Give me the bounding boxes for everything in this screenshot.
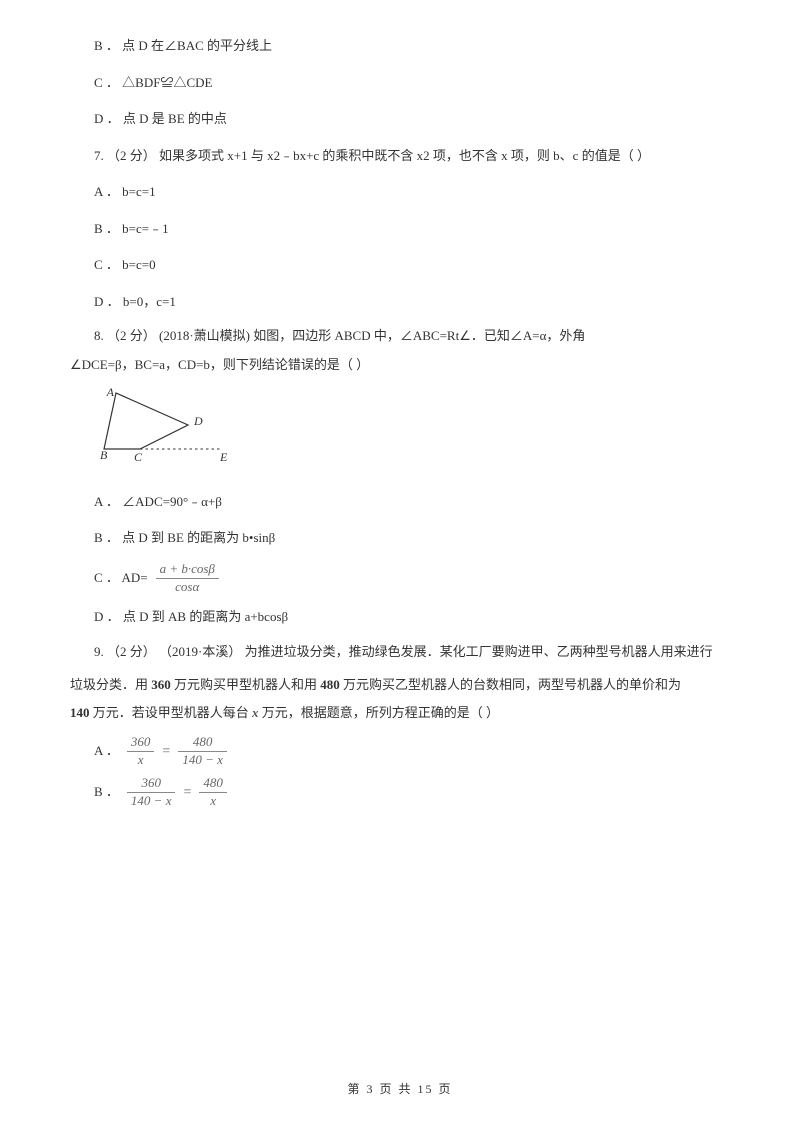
q7-option-d: D ． b=0，c=1	[70, 286, 730, 319]
q8-option-b: B ． 点 D 到 BE 的距离为 b•sinβ	[70, 522, 730, 555]
q9-stem-line2: 垃圾分类．用 360 万元购买甲型机器人和用 480 万元购买乙型机器人的台数相…	[70, 671, 730, 700]
q8-option-c: C ． AD= a + b·cosβ cosα	[70, 561, 730, 596]
q7-option-a: A ． b=c=1	[70, 176, 730, 209]
q9-optb-right-frac: 480 x	[199, 775, 227, 810]
q7-option-b: B ． b=c=﹣1	[70, 213, 730, 246]
q8-diagram: A B C D E	[94, 387, 730, 478]
svg-text:C: C	[134, 450, 143, 464]
q9-opta-left-frac: 360 x	[127, 734, 155, 769]
q7-option-c: C ． b=c=0	[70, 249, 730, 282]
svg-text:B: B	[100, 448, 108, 462]
page-footer: 第 3 页 共 15 页	[0, 1074, 800, 1104]
q9-stem-line1: 9. （2 分） （2019·本溪） 为推进垃圾分类，推动绿色发展．某化工厂要购…	[70, 638, 730, 667]
q9-opta-right-frac: 480 140 − x	[178, 734, 227, 769]
equals-sign: =	[183, 775, 191, 810]
q9-option-a: A ． 360 x = 480 140 − x	[70, 734, 730, 769]
svg-text:D: D	[193, 414, 203, 428]
q6-option-d: D ． 点 D 是 BE 的中点	[70, 103, 730, 136]
q7-stem: 7. （2 分） 如果多项式 x+1 与 x2﹣bx+c 的乘积中既不含 x2 …	[70, 140, 730, 173]
q9-optb-left-frac: 360 140 − x	[127, 775, 176, 810]
q8-stem-line1: 8. （2 分） (2018·萧山模拟) 如图，四边形 ABCD 中，∠ABC=…	[70, 322, 730, 351]
svg-text:E: E	[219, 450, 228, 464]
q9-stem-line3: 140 万元．若设甲型机器人每台 x 万元，根据题意，所列方程正确的是（ ）	[70, 699, 730, 728]
svg-text:A: A	[106, 387, 115, 399]
q6-option-c: C ． △BDF≌△CDE	[70, 67, 730, 100]
q8-optc-fraction: a + b·cosβ cosα	[156, 561, 219, 596]
q8-option-d: D ． 点 D 到 AB 的距离为 a+bcosβ	[70, 601, 730, 634]
equals-sign: =	[162, 734, 170, 769]
q8-optc-prefix: C ． AD=	[94, 562, 148, 595]
q9-optb-label: B ．	[94, 776, 119, 809]
q8-option-a: A ． ∠ADC=90°﹣α+β	[70, 486, 730, 519]
q9-option-b: B ． 360 140 − x = 480 x	[70, 775, 730, 810]
q8-stem-line2: ∠DCE=β，BC=a，CD=b，则下列结论错误的是（ ）	[70, 351, 730, 380]
q9-opta-label: A ．	[94, 735, 119, 768]
q6-option-b: B ． 点 D 在∠BAC 的平分线上	[70, 30, 730, 63]
